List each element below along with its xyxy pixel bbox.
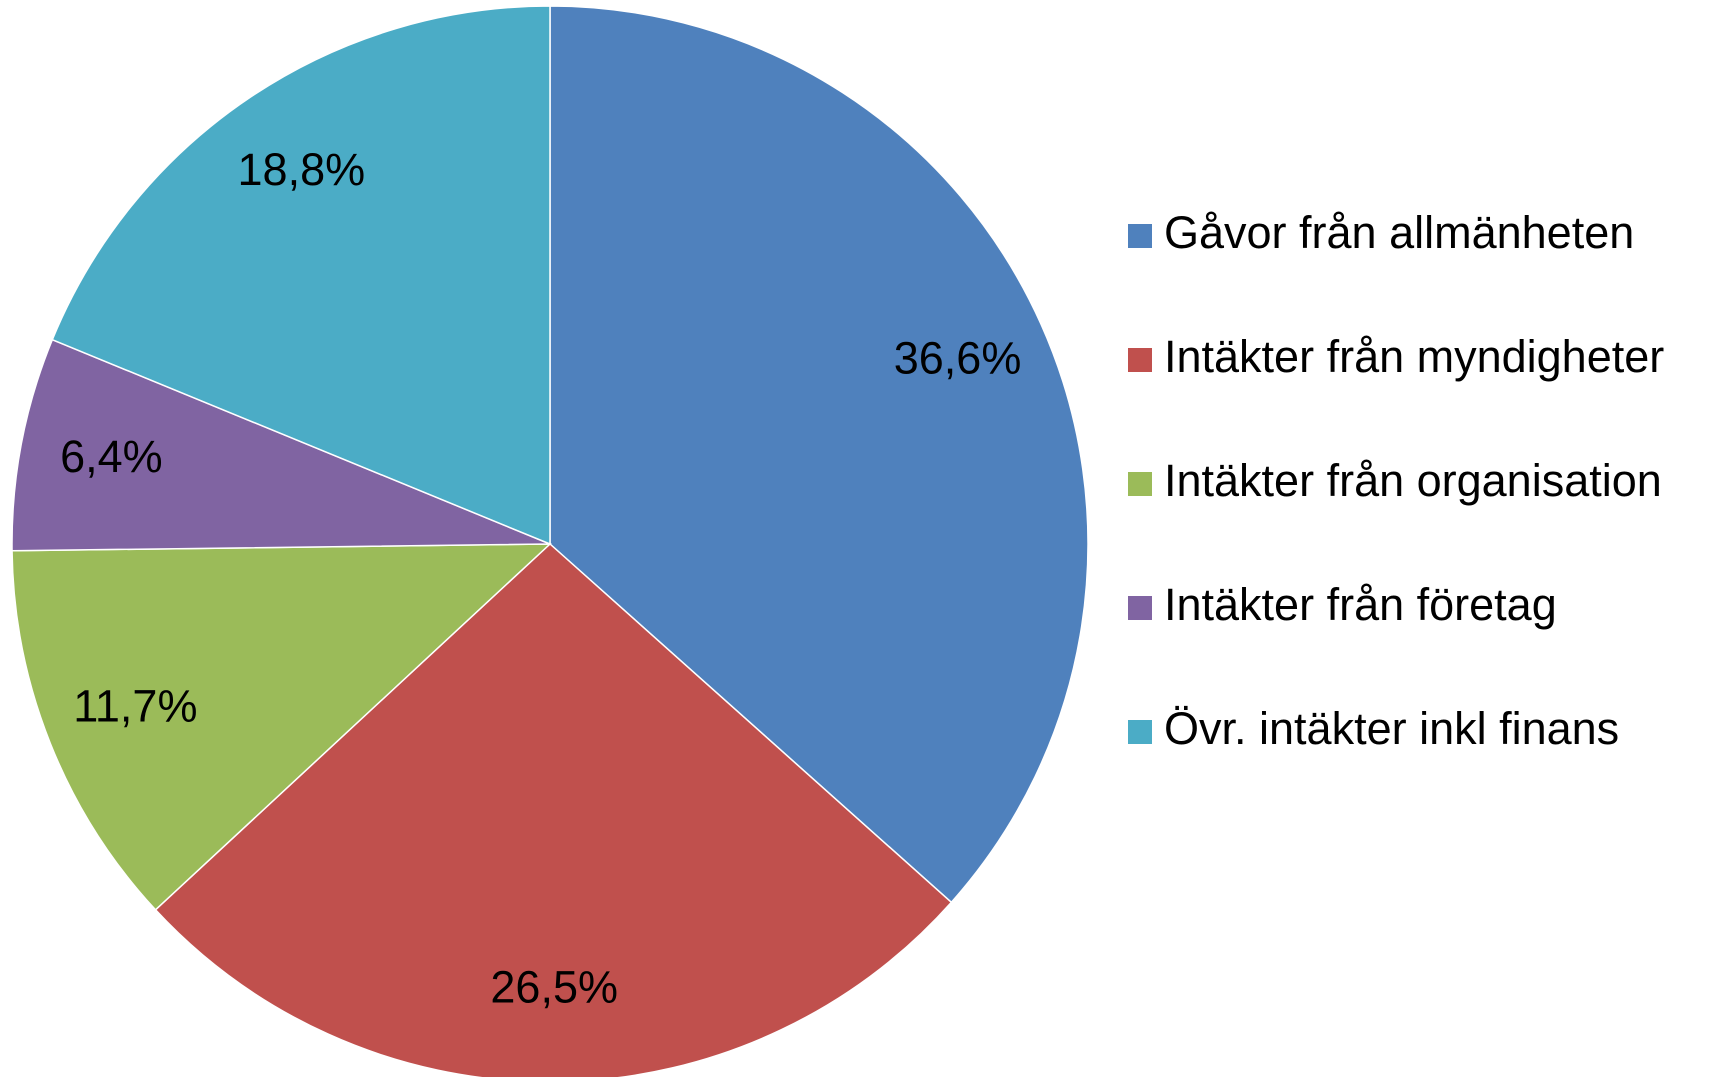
data-label: 36,6% <box>894 332 1022 383</box>
legend-label: Övr. intäkter inkl finans <box>1164 703 1619 754</box>
legend-swatch <box>1128 348 1152 372</box>
legend-swatch <box>1128 224 1152 248</box>
pie-slice <box>51 5 551 546</box>
data-label: 26,5% <box>490 961 618 1012</box>
legend-swatch <box>1128 720 1152 744</box>
data-label: 18,8% <box>238 144 366 195</box>
pie-slice <box>11 338 551 552</box>
pie-slice <box>154 542 953 1077</box>
data-label: 11,7% <box>73 681 197 732</box>
legend-label: Gåvor från allmänheten <box>1164 207 1634 258</box>
legend-swatch <box>1128 596 1152 620</box>
legend-swatch <box>1128 472 1152 496</box>
pie-slice <box>549 5 1089 904</box>
legend-label: Intäkter från myndigheter <box>1164 331 1664 382</box>
legend-label: Intäkter från företag <box>1164 579 1557 630</box>
legend-label: Intäkter från organisation <box>1164 455 1662 506</box>
data-label: 6,4% <box>60 431 163 482</box>
pie-slice <box>11 543 552 911</box>
